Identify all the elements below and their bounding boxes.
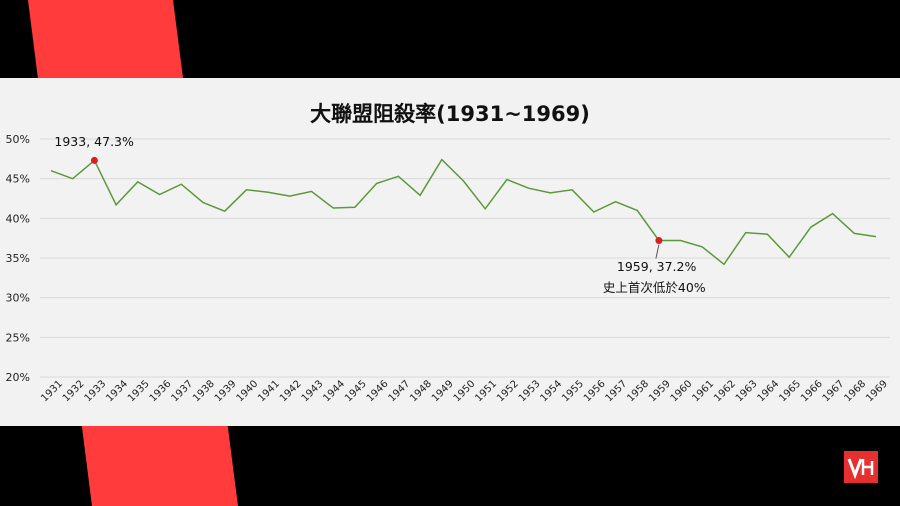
y-tick-label: 35%: [6, 252, 30, 265]
x-tick-label: 1959: [647, 379, 673, 405]
x-tick-label: 1955: [560, 379, 586, 405]
x-tick-label: 1966: [799, 379, 825, 405]
x-tick-label: 1942: [278, 379, 304, 405]
x-tick-label: 1946: [365, 379, 391, 405]
x-tick-label: 1967: [821, 379, 847, 405]
x-tick-label: 1960: [669, 379, 695, 405]
x-tick-label: 1939: [213, 379, 239, 405]
y-tick-label: 40%: [6, 212, 30, 225]
x-tick-label: 1938: [191, 379, 217, 405]
x-tick-label: 1950: [452, 379, 478, 405]
x-tick-label: 1952: [495, 379, 521, 405]
annotation-leader-line: [655, 244, 660, 259]
annotation-marker: [90, 156, 98, 164]
x-tick-label: 1958: [625, 379, 651, 405]
x-tick-label: 1933: [83, 379, 109, 405]
x-tick-label: 1964: [756, 379, 782, 405]
x-tick-label: 1949: [430, 379, 456, 405]
x-tick-label: 1931: [39, 379, 65, 405]
x-tick-label: 1954: [539, 379, 565, 405]
x-tick-label: 1941: [256, 379, 282, 405]
brand-logo: [844, 451, 878, 483]
chart-title: 大聯盟阻殺率(1931~1969): [310, 102, 590, 126]
x-tick-label: 1965: [777, 379, 803, 405]
x-tick-label: 1953: [517, 379, 543, 405]
y-tick-label: 25%: [6, 331, 30, 344]
annotation-marker: [655, 237, 663, 245]
x-tick-label: 1937: [169, 379, 195, 405]
annotation-low-subtext: 史上首次低於40%: [602, 279, 706, 295]
line-chart: 20%25%30%35%40%45%50%1931193219331934193…: [6, 133, 890, 405]
x-tick-label: 1945: [343, 379, 369, 405]
x-tick-label: 1968: [842, 379, 868, 405]
y-tick-label: 20%: [6, 371, 30, 384]
series-line: [50, 158, 877, 266]
chart-panel: 20% 25% 30% 35% 40% 45% 50% 1931 1932 1933 1934 193…: [0, 78, 900, 426]
annotation-low-label: 1959, 37.2%: [616, 258, 697, 274]
x-tick-label: 1943: [300, 379, 326, 405]
x-tick-label: 1944: [321, 379, 347, 405]
x-tick-label: 1934: [104, 379, 130, 405]
x-tick-label: 1948: [408, 379, 434, 405]
x-tick-label: 1932: [61, 379, 87, 405]
x-tick-label: 1969: [864, 379, 890, 405]
y-tick-label: 50%: [6, 133, 30, 146]
y-tick-label: 45%: [6, 173, 30, 186]
x-tick-label: 1936: [148, 379, 174, 405]
x-tick-label: 1963: [734, 379, 760, 405]
x-tick-label: 1947: [387, 379, 413, 405]
x-tick-label: 1935: [126, 379, 152, 405]
y-tick-label: 30%: [6, 292, 30, 305]
x-tick-label: 1951: [473, 379, 499, 405]
x-tick-label: 1956: [582, 379, 608, 405]
x-tick-label: 1940: [235, 379, 261, 405]
x-tick-label: 1962: [712, 379, 738, 405]
x-tick-label: 1961: [690, 379, 716, 405]
x-tick-label: 1957: [604, 379, 630, 405]
annotation-peak-label: 1933, 47.3%: [54, 134, 134, 150]
